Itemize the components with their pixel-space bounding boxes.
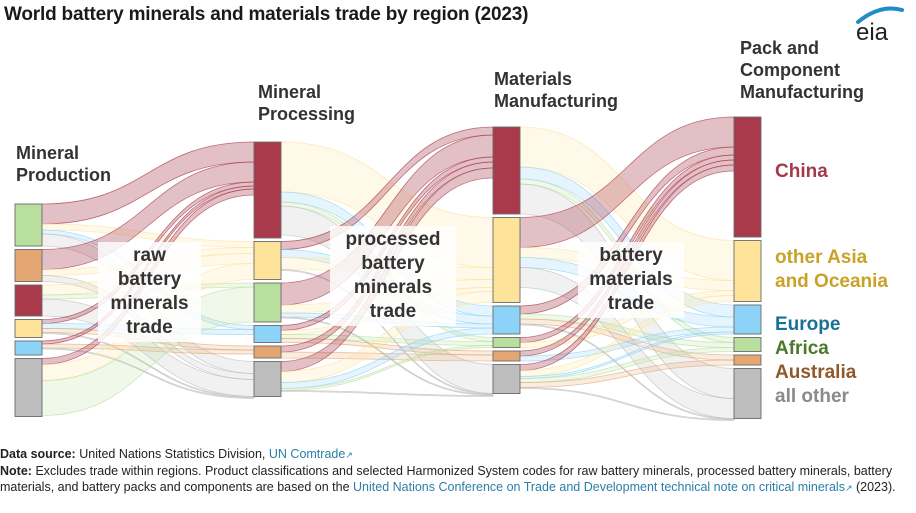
stage-bars xyxy=(14,116,762,419)
trade-label-line: minerals xyxy=(110,293,189,314)
unctad-note-link[interactable]: United Nations Conference on Trade and D… xyxy=(353,480,845,494)
legend-label-africa: Africa xyxy=(775,337,829,361)
trade-label-line: processed xyxy=(345,229,441,250)
legend-label-other: all other xyxy=(775,385,849,409)
trade-label-line: battery xyxy=(361,253,425,274)
bar-s1-china[interactable] xyxy=(14,284,43,317)
stage-label-s1: Mineral Production xyxy=(16,142,111,186)
legend-label-australia: Australia xyxy=(775,361,856,385)
trade-label-s1-s2: raw battery minerals trade xyxy=(98,242,201,342)
bar-s2-other[interactable] xyxy=(253,361,282,397)
un-comtrade-link[interactable]: UN Comtrade xyxy=(268,447,346,461)
data-source-label: Data source: xyxy=(0,447,76,461)
stage-label-line: Manufacturing xyxy=(494,91,618,111)
bar-s2-africa[interactable] xyxy=(253,282,282,323)
stage-label-line: Pack and xyxy=(740,38,820,58)
legend-label-line: other Asia xyxy=(775,247,868,268)
external-link-icon: ↗ xyxy=(345,450,353,460)
bar-s4-australia[interactable] xyxy=(733,354,762,366)
stage-label-line: Processing xyxy=(258,104,356,124)
trade-label-s3-s4: battery materials trade xyxy=(578,242,684,318)
bar-s3-africa[interactable] xyxy=(492,337,521,348)
bar-s3-australia[interactable] xyxy=(492,350,521,362)
trade-label-line: trade xyxy=(369,301,417,322)
legend-label-asia: other Asia and Oceania xyxy=(775,246,888,294)
bar-s2-australia[interactable] xyxy=(253,345,282,359)
trade-label-line: raw xyxy=(133,245,166,266)
trade-label-line: minerals xyxy=(353,277,433,298)
legend-label-line: China xyxy=(775,161,828,182)
bar-s1-europe[interactable] xyxy=(14,340,43,356)
legend-label-line: and Oceania xyxy=(775,271,888,292)
note-text: Excludes trade within regions. Product c… xyxy=(0,464,893,494)
bar-s3-europe[interactable] xyxy=(492,305,521,335)
stage-label-line: Mineral xyxy=(258,82,322,102)
stage-label-line: Mineral xyxy=(16,143,80,163)
bar-s3-china[interactable] xyxy=(492,126,521,215)
trade-label-line: battery xyxy=(599,245,663,266)
stage-label-s2: Mineral Processing xyxy=(258,81,355,125)
bar-s2-china[interactable] xyxy=(253,141,282,239)
stage-label-line: Production xyxy=(16,165,111,185)
bar-s3-other[interactable] xyxy=(492,364,521,394)
trade-label-line: trade xyxy=(607,293,655,314)
trade-label-s2-s3: processed battery minerals trade xyxy=(330,226,456,326)
stage-label-s4: Pack and Component Manufacturing xyxy=(740,37,864,103)
legend-label-line: Africa xyxy=(775,338,829,359)
chart-footer: Data source: United Nations Statistics D… xyxy=(0,446,912,496)
data-source-line: Data source: United Nations Statistics D… xyxy=(0,446,912,463)
flow-s1-europe-to-other xyxy=(41,347,255,399)
trade-label-line: materials xyxy=(589,269,673,290)
legend-label-china: China xyxy=(775,160,828,184)
bar-s1-asia[interactable] xyxy=(14,319,43,338)
note-year: (2023). xyxy=(855,480,896,494)
stage-label-line: Materials xyxy=(494,69,573,89)
bar-s1-other[interactable] xyxy=(14,358,43,417)
eia-logo[interactable]: eia xyxy=(844,2,908,44)
note-line: Note: Excludes trade within regions. Pro… xyxy=(0,463,912,496)
bar-s4-other[interactable] xyxy=(733,368,762,419)
chart-title: World battery minerals and materials tra… xyxy=(4,4,529,25)
note-label: Note: xyxy=(0,464,32,478)
legend-label-europe: Europe xyxy=(775,313,840,337)
legend-label-line: Europe xyxy=(775,314,841,335)
legend-label-line: Australia xyxy=(775,362,857,383)
eia-logo-arc xyxy=(856,6,904,24)
legend-label-line: all other xyxy=(775,386,849,407)
eia-logo-text: eia xyxy=(856,19,889,44)
bar-s2-europe[interactable] xyxy=(253,325,282,343)
flow-s2-other-to-other xyxy=(280,390,494,397)
bar-s2-asia[interactable] xyxy=(253,241,282,280)
bar-s4-china[interactable] xyxy=(733,116,762,238)
trade-label-line: trade xyxy=(126,317,173,338)
trade-label-line: battery xyxy=(117,269,182,290)
stage-label-line: Manufacturing xyxy=(740,82,864,102)
bar-s1-africa[interactable] xyxy=(14,203,43,247)
bar-s4-europe[interactable] xyxy=(733,304,762,335)
external-link-icon: ↗ xyxy=(844,483,853,493)
stage-label-line: Component xyxy=(740,60,840,80)
bar-s1-australia[interactable] xyxy=(14,249,43,282)
bar-s4-asia[interactable] xyxy=(733,240,762,302)
bar-s3-asia[interactable] xyxy=(492,217,521,303)
stage-label-s3: Materials Manufacturing xyxy=(494,68,618,112)
flow-s3-other-to-other xyxy=(519,387,735,421)
bar-s4-africa[interactable] xyxy=(733,337,762,352)
data-source-text: United Nations Statistics Division, xyxy=(79,447,266,461)
